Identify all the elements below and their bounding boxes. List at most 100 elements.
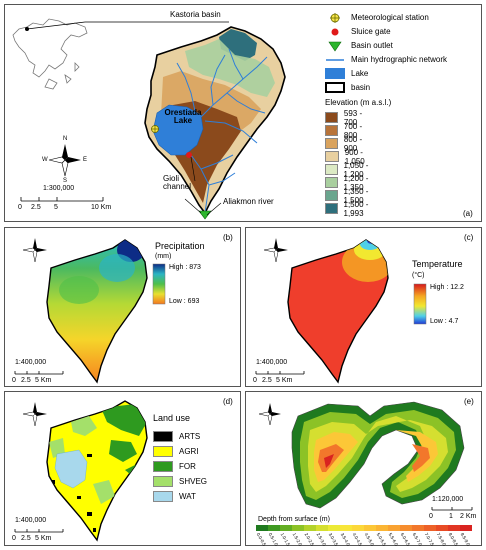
elevation-swatch [325,138,338,149]
depth-legend-title: Depth from surface (m) [258,516,330,523]
panel-a-tag: (a) [463,209,473,218]
depth-class-swatch [424,525,436,531]
aliakmon-river-label: Aliakmon river [223,197,274,206]
panel-b-scale-tick-0: 0 [12,377,16,384]
depth-class-label: 1.5-2.0 [291,532,304,547]
depth-class-swatch [268,525,280,531]
panel-b-scale-text: 1:400,000 [15,359,47,366]
depth-class-label: 6.5-7.0 [411,532,424,547]
depth-class-label: 8.0-8.5 [447,532,460,547]
panel-d-scale-text: 1:400,000 [15,517,47,524]
land-use-patches [49,404,147,532]
panel-d-scale-tick-2: 5 Km [35,535,52,542]
land-use-label: FOR [179,462,196,471]
depth-class-label: 2.5-3.0 [315,532,328,547]
elevation-class-0: 593 - 700 [325,108,364,127]
scale-bar [14,529,64,533]
panel-d-land-use-map: Land use ARTS AGRI FOR SHVEG WAT 1:400,000 0… [4,391,241,546]
elevation-class-2: 800 - 900 [325,135,364,153]
north-arrow-icon [22,402,47,427]
temperature-high: High : 12.2 [430,284,464,291]
scale-bar [255,371,305,375]
main-hydrographic-network [176,48,268,214]
depth-class-swatch [256,525,268,531]
inset-pointer-line [26,21,86,30]
scale-bar [14,371,64,375]
elevation-class-7: 1,500 - 1,993 [325,199,371,218]
gioli-channel-label: Gioli channel [163,174,192,191]
elevation-swatch [325,177,338,188]
depth-class-swatch [364,525,376,531]
orestiada-lake [152,104,204,156]
panel-e-tag: (e) [464,397,474,406]
precipitation-title: Precipitation [155,241,205,251]
north-n-label: N [63,136,68,142]
temperature-unit: (°C) [412,272,425,279]
elevation-class-label: 1,350 - 1,500 [343,186,369,205]
depth-class-label: 0.0-0.5 [255,532,268,547]
panel-c-tag: (c) [464,233,474,242]
depth-class-swatch [460,525,472,531]
elevation-class-label: 593 - 700 [343,108,363,127]
panel-c-scale-tick-2: 5 Km [276,377,293,384]
elevation-swatch [325,164,338,175]
depth-class-label: 1.0-1.5 [279,532,292,547]
depth-class-label: 8.5-9.0 [459,532,472,547]
lake-label: Orestiada Lake [164,108,202,125]
elevation-class-3: 900 - 1,050 [325,147,371,166]
land-use-swatch [153,446,173,457]
precipitation-high-zone [59,240,145,304]
land-use-swatch [153,476,173,487]
bathymetry-zone-deepest [324,454,334,468]
elevation-swatch [325,190,338,201]
panel-c-map-canvas [255,238,427,384]
north-arrow-icon [263,238,288,263]
depth-class-swatch [352,525,364,531]
precipitation-low: Low : 693 [169,298,200,305]
elevation-class-label: 1,500 - 1,993 [343,199,369,218]
panel-c-scale-text: 1:400,000 [256,359,288,366]
scale-bar [20,197,104,202]
depth-class-swatch [412,525,424,531]
scale-tick-3: 10 Km [91,204,112,211]
sluice-legend-icon [331,28,339,35]
panel-a-location-map: Kastoria basin Orestiada Lake N S W E 1:… [4,4,482,222]
depth-class-label: 2.0-2.5 [303,532,316,547]
panel-d-scale-tick-0: 0 [12,535,16,542]
depth-legend-bar [256,525,472,531]
elevation-zone-upper [185,39,275,97]
land-use-label: SHVEG [179,477,208,486]
precipitation-unit: (mm) [155,253,172,260]
north-arrow-icon [48,144,81,177]
depth-class-label: 5.5-6.0 [387,532,400,547]
depth-class-swatch [328,525,340,531]
panel-c-scale-tick-1: 2.5 [262,377,272,384]
panel-e-scale-tick-2: 2 Km [460,513,477,520]
panel-d-tag: (d) [223,397,233,406]
depth-class-swatch [304,525,316,531]
outlet-legend-icon [328,41,342,52]
depth-class-swatch [316,525,328,531]
scale-tick-0: 0 [18,204,22,211]
north-arrow-icon [258,403,281,426]
panel-e-map-canvas [258,401,473,511]
elevation-class-5: 1,200 - 1,350 [325,174,371,192]
depth-class-label: 6.0-6.5 [399,532,412,547]
land-use-class-for: FOR [153,460,196,473]
depth-class-label: 3.5-4.0 [339,532,352,547]
scale-text: 1:300,000 [43,185,75,192]
depth-class-swatch [340,525,352,531]
elevation-class-label: 900 - 1,050 [344,147,365,166]
depth-class-swatch [376,525,388,531]
depth-class-label: 7.0-7.5 [423,532,436,547]
temperature-cool-zone [342,240,388,282]
depth-class-swatch [280,525,292,531]
land-use-class-wat: WAT [153,490,196,503]
elevation-class-6: 1,350 - 1,500 [325,186,371,205]
panel-b-tag: (b) [223,233,233,242]
depth-class-label: 4.0-4.5 [351,532,364,547]
land-use-swatch [153,491,173,502]
panel-c-temperature-map: Temperature (°C) High : 12.2 Low : 4.7 1… [245,227,482,387]
panel-e-scale-tick-1: 1 [449,513,453,520]
temperature-title: Temperature [412,259,463,269]
